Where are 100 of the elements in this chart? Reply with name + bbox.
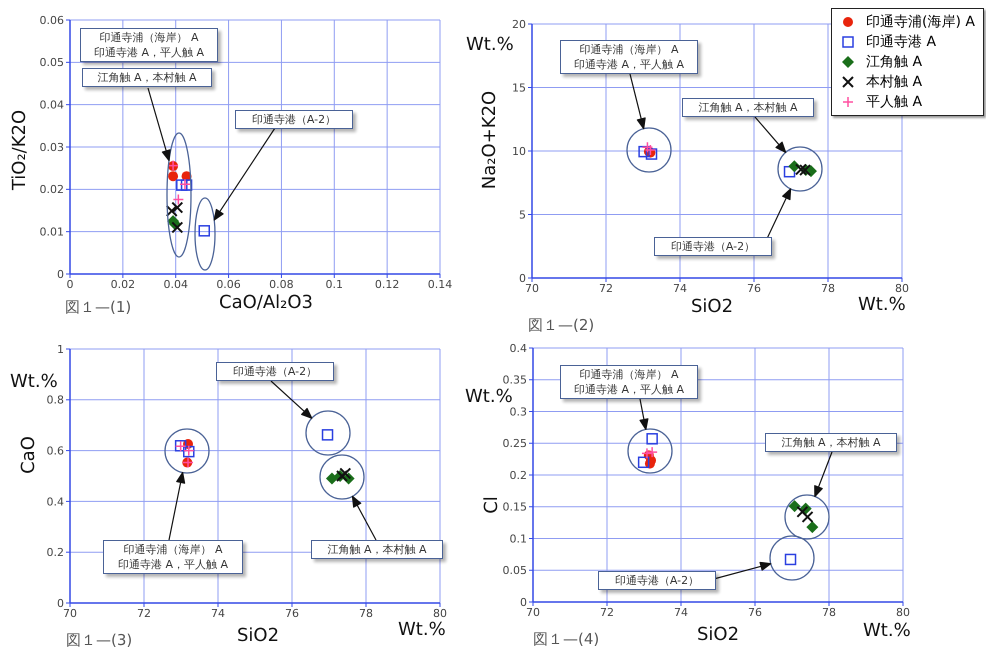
point (171, 221, 184, 234)
point (646, 433, 658, 445)
y-tick-label: 0.03 (40, 140, 64, 154)
legend-label: 江角触 A (866, 53, 922, 72)
y-tick-label: 0.25 (502, 437, 527, 450)
x-tick-label: 74 (673, 282, 687, 295)
x-tick-label: 0.14 (428, 278, 452, 291)
x-tick-label: 70 (525, 282, 539, 295)
annotation: 印通寺浦（海岸） A 印通寺港 A，平人触 A (560, 40, 698, 74)
y-tick-label: 0.35 (502, 374, 527, 387)
text: Wt.% (465, 386, 513, 407)
x-tick-label: 0.08 (269, 278, 294, 291)
annotation: 江角触 A，本村触 A (765, 433, 897, 452)
x-tick-label: 80 (433, 606, 447, 620)
y-tick-label: 0.05 (40, 56, 64, 70)
y-tick-label: 0.02 (40, 183, 64, 196)
y-tick-label: 0.2 (46, 546, 64, 560)
x-tick-label: 0.1 (326, 278, 344, 291)
x-tick-label: 0.12 (374, 278, 400, 291)
annotation: 印通寺港（A-2） (235, 110, 353, 129)
legend-label: 平人触 A (866, 93, 922, 112)
x-tick-label: 78 (821, 282, 835, 295)
caption: 図１—(3) (66, 631, 132, 650)
y-tick-label: 0.01 (40, 226, 64, 239)
x-tick-label: 72 (137, 606, 151, 620)
point (806, 521, 818, 534)
annotation: 印通寺港（A-2） (598, 571, 716, 590)
x-axis-title: SiO2 (696, 624, 740, 645)
x-tick-label: 78 (822, 606, 836, 619)
point (171, 202, 184, 214)
point (638, 456, 650, 468)
annotation: 印通寺浦（海岸） A 印通寺港 A，平人触 A (80, 28, 218, 62)
caption: 図１—(2) (528, 316, 594, 335)
annotation: 印通寺港（A-2） (216, 362, 334, 381)
x-tick-label: 0.04 (163, 278, 188, 291)
y-tick-label: 0.06 (40, 14, 64, 27)
point (168, 171, 178, 182)
legend-label: 印通寺港 A (866, 33, 936, 52)
y-axis-title: CaO (18, 436, 39, 474)
text: Wt.% (466, 34, 514, 55)
x-tick-label: 76 (747, 282, 761, 295)
y-tick-label: 0.6 (46, 444, 64, 458)
annotation: 江角触 A，本村触 A (682, 98, 814, 117)
x-tick-label: 70 (63, 606, 77, 620)
x-tick-label: 78 (359, 606, 373, 620)
point (198, 225, 210, 237)
y-tick-label: 15 (512, 81, 526, 94)
x-axis-title: SiO2 (236, 625, 280, 646)
caption: 図１—(1) (65, 298, 132, 317)
y-tick-label: 0.4 (46, 495, 64, 508)
x-tick-label: 0 (66, 278, 74, 291)
y-tick-label: 0.04 (40, 98, 64, 112)
y-axis-title: Na₂O+K2O (478, 90, 500, 190)
x-axis-title: SiO2 (690, 296, 734, 317)
point (784, 166, 796, 178)
y-tick-label: 5 (519, 208, 526, 222)
y-axis-title: Cl (480, 496, 502, 514)
annotation: 江角触 A，本村触 A (82, 68, 212, 87)
x-tick-label: 70 (526, 606, 540, 619)
y-axis-title: TiO₂/K2O (8, 110, 30, 192)
y-tick-label: 1 (57, 342, 64, 356)
legend-label: 印通寺浦(海岸) A (866, 13, 975, 32)
point (166, 204, 178, 217)
y-tick-label: 0.05 (502, 564, 527, 578)
x-tick-label: 72 (600, 606, 614, 619)
annotation: 印通寺浦（海岸） A 印通寺港 A，平人触 A (560, 365, 698, 399)
y-tick-label: 0.2 (510, 468, 527, 482)
y-tick-label: 0.1 (510, 532, 527, 546)
legend-label: 本村触 A (866, 73, 922, 92)
y-tick-label: 0 (57, 596, 64, 610)
x-tick-label: 0.02 (110, 278, 136, 291)
annotation: 印通寺港（A-2） (654, 237, 772, 256)
y-tick-label: 0 (57, 268, 64, 281)
y-tick-label: 0 (520, 596, 527, 609)
x-axis-title: CaO/Al₂O3 (219, 292, 313, 313)
point (176, 179, 188, 191)
text: Wt.% (10, 371, 58, 392)
annotation: 印通寺浦（海岸） A 印通寺港 A，平人触 A (103, 540, 243, 574)
x-tick-label: 74 (674, 606, 688, 619)
y-tick-label: 0.15 (502, 500, 527, 514)
x-tick-label: 74 (211, 606, 225, 620)
y-tick-label: 20 (512, 18, 526, 31)
y-tick-label: 0.4 (510, 342, 527, 355)
y-tick-label: 0.3 (510, 405, 527, 418)
point (172, 194, 184, 206)
x-tick-label: 0.06 (216, 278, 241, 291)
point (326, 472, 338, 485)
text: Wt.% (398, 619, 446, 640)
point (788, 500, 801, 512)
y-tick-label: 10 (512, 144, 526, 158)
x-tick-label: 80 (896, 606, 910, 619)
x-tick-label: 80 (895, 282, 909, 295)
y-tick-label: 0.8 (46, 394, 64, 407)
x-tick-label: 72 (599, 282, 613, 295)
x-tick-label: 76 (748, 606, 762, 619)
annotation: 江角触 A，本村触 A (311, 540, 443, 559)
text: Wt.% (863, 620, 911, 641)
text: Wt.% (858, 294, 906, 315)
x-tick-label: 76 (285, 606, 299, 620)
caption: 図１—(4) (533, 630, 600, 649)
